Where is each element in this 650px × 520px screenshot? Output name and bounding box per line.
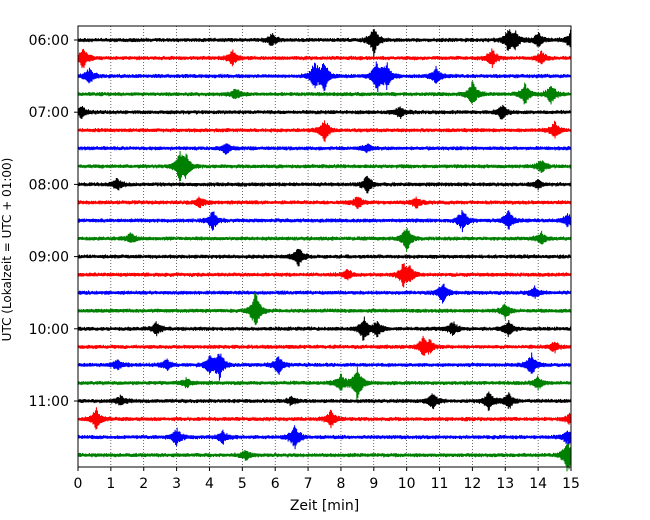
x-tick-label: 8 [336,476,345,492]
trace-line [77,120,572,143]
x-tick-label: 14 [529,476,547,492]
trace-line [77,335,572,356]
trace-line [77,316,572,341]
trace-line [77,366,572,401]
trace-line [77,440,572,472]
trace-line [77,29,572,58]
x-tick-label: 6 [271,476,280,492]
x-axis-label: Zeit [min] [290,498,359,514]
y-tick-label: 08:00 [29,177,69,193]
seismogram-traces [77,29,572,472]
x-tick-label: 15 [562,476,580,492]
x-tick-label: 10 [398,476,416,492]
trace-line [77,248,572,267]
trace-line [77,292,572,326]
y-tick-label: 10:00 [29,322,69,338]
x-axis-ticks: 0 1 2 3 4 5 6 7 8 9 10 11 12 13 14 15 [74,467,580,492]
trace-line [77,175,572,194]
y-axis-label: UTC (Lokalzeit = UTC + 01:00) [0,158,14,342]
trace-line [77,61,572,93]
y-tick-label: 11:00 [29,394,69,410]
x-tick-label: 11 [431,476,449,492]
trace-line [77,48,572,69]
y-tick-label: 09:00 [29,250,69,266]
trace-line [77,425,572,450]
x-tick-label: 3 [172,476,181,492]
trace-line [77,283,572,304]
trace-line [77,391,572,411]
y-tick-label: 07:00 [29,105,69,121]
x-tick-label: 2 [139,476,148,492]
x-tick-label: 1 [106,476,115,492]
plot-frame [77,25,572,468]
x-tick-label: 12 [463,476,481,492]
trace-line [77,407,572,430]
trace-line [77,263,572,288]
y-tick-label: 06:00 [29,33,69,49]
trace-line [77,209,572,233]
trace-line [77,227,572,252]
trace-line [77,81,572,105]
x-tick-label: 13 [496,476,514,492]
x-tick-label: 5 [238,476,247,492]
x-tick-label: 7 [304,476,313,492]
trace-line [77,104,572,120]
trace-line [77,352,572,381]
x-tick-label: 0 [74,476,83,492]
trace-line [77,150,572,182]
x-tick-label: 9 [369,476,378,492]
trace-line [77,196,572,209]
y-axis-ticks: 06:00 07:00 08:00 09:00 10:00 11:00 [29,33,78,410]
x-tick-label: 4 [205,476,214,492]
trace-line [77,143,572,155]
